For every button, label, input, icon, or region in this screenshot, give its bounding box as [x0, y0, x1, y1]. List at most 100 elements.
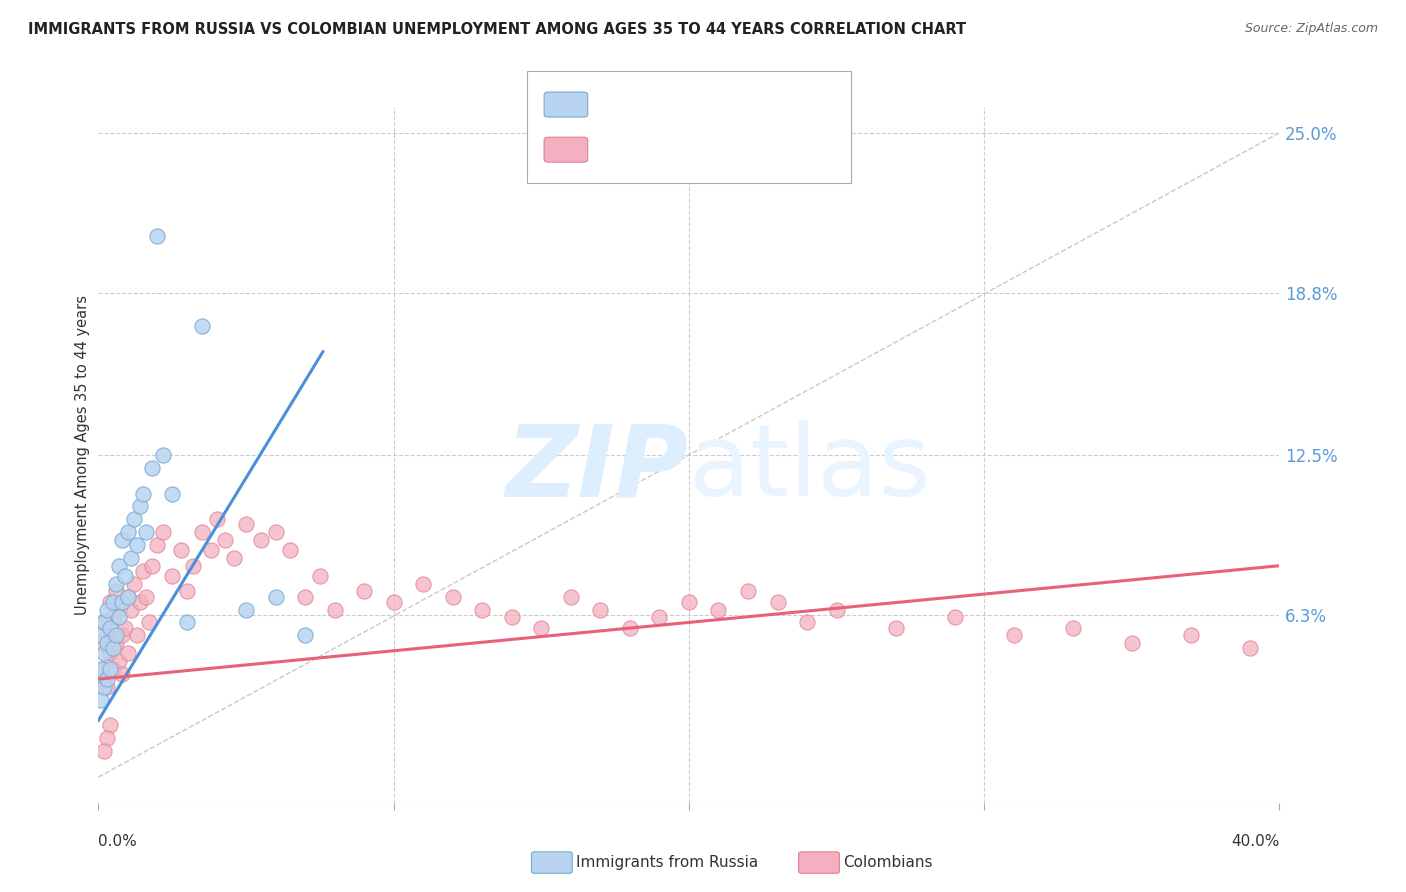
Point: [96, 680, 118, 694]
Point: [138, 615, 160, 630]
Point: [382, 595, 405, 609]
Point: [98, 646, 121, 660]
Point: [117, 525, 139, 540]
Point: [707, 602, 730, 616]
Point: [122, 512, 145, 526]
Point: [98, 662, 121, 676]
Point: [93, 662, 115, 676]
Point: [105, 576, 128, 591]
Point: [278, 543, 302, 558]
Point: [96, 636, 118, 650]
Point: [294, 590, 316, 604]
Point: [93, 646, 115, 660]
Point: [98, 595, 121, 609]
Text: Source: ZipAtlas.com: Source: ZipAtlas.com: [1244, 22, 1378, 36]
Point: [530, 621, 553, 635]
Point: [181, 558, 204, 573]
Point: [250, 533, 273, 547]
Point: [96, 731, 118, 746]
Point: [200, 543, 222, 558]
Point: [108, 602, 131, 616]
Point: [117, 590, 139, 604]
Text: atlas: atlas: [689, 420, 931, 517]
Point: [264, 590, 287, 604]
Point: [1239, 641, 1261, 656]
Point: [111, 667, 134, 681]
Point: [132, 486, 155, 500]
Point: [90, 672, 112, 686]
Point: [589, 602, 612, 616]
Point: [560, 590, 582, 604]
Point: [214, 533, 236, 547]
Point: [141, 558, 163, 573]
Point: [117, 646, 139, 660]
Text: 0.0%: 0.0%: [98, 834, 138, 849]
Point: [96, 672, 118, 686]
Point: [884, 621, 907, 635]
Point: [132, 564, 155, 578]
Point: [90, 636, 112, 650]
Text: N = 72: N = 72: [724, 142, 782, 157]
Point: [264, 525, 287, 540]
Point: [1121, 636, 1143, 650]
Point: [96, 628, 118, 642]
Point: [1180, 628, 1202, 642]
Point: [90, 628, 112, 642]
Point: [103, 641, 125, 656]
Text: R = 0.319: R = 0.319: [593, 142, 671, 157]
Point: [678, 595, 700, 609]
Text: N = 37: N = 37: [724, 97, 782, 112]
Point: [235, 602, 257, 616]
Point: [96, 602, 118, 616]
Point: [114, 569, 136, 583]
Point: [90, 692, 112, 706]
Point: [103, 662, 125, 676]
Point: [162, 569, 183, 583]
Point: [619, 621, 641, 635]
Point: [1062, 621, 1084, 635]
Point: [135, 590, 157, 604]
Point: [93, 680, 115, 694]
Text: 40.0%: 40.0%: [1232, 834, 1279, 849]
Point: [105, 584, 128, 599]
Point: [120, 551, 142, 566]
Point: [737, 584, 759, 599]
Point: [170, 543, 193, 558]
Point: [103, 595, 125, 609]
Point: [128, 595, 150, 609]
Point: [90, 662, 112, 676]
Point: [146, 228, 169, 243]
Point: [108, 558, 131, 573]
Point: [353, 584, 375, 599]
Y-axis label: Unemployment Among Ages 35 to 44 years: Unemployment Among Ages 35 to 44 years: [75, 295, 90, 615]
Text: ZIP: ZIP: [506, 420, 689, 517]
Point: [309, 569, 332, 583]
Point: [323, 602, 346, 616]
Point: [191, 319, 214, 334]
Point: [128, 500, 150, 514]
Point: [152, 525, 174, 540]
Point: [122, 576, 145, 591]
Point: [176, 615, 198, 630]
Point: [294, 628, 316, 642]
Point: [766, 595, 789, 609]
Point: [93, 615, 115, 630]
Point: [205, 512, 228, 526]
Point: [648, 610, 671, 624]
Point: [471, 602, 494, 616]
Point: [111, 595, 134, 609]
Point: [93, 615, 115, 630]
Point: [146, 538, 169, 552]
Point: [111, 628, 134, 642]
Point: [224, 551, 246, 566]
Point: [120, 602, 142, 616]
Point: [114, 621, 136, 635]
Point: [98, 718, 121, 732]
Point: [825, 602, 848, 616]
Point: [111, 533, 134, 547]
Text: R = 0.634: R = 0.634: [593, 97, 671, 112]
Text: IMMIGRANTS FROM RUSSIA VS COLOMBIAN UNEMPLOYMENT AMONG AGES 35 TO 44 YEARS CORRE: IMMIGRANTS FROM RUSSIA VS COLOMBIAN UNEM…: [28, 22, 966, 37]
Point: [117, 590, 139, 604]
Point: [93, 744, 115, 758]
Point: [501, 610, 523, 624]
